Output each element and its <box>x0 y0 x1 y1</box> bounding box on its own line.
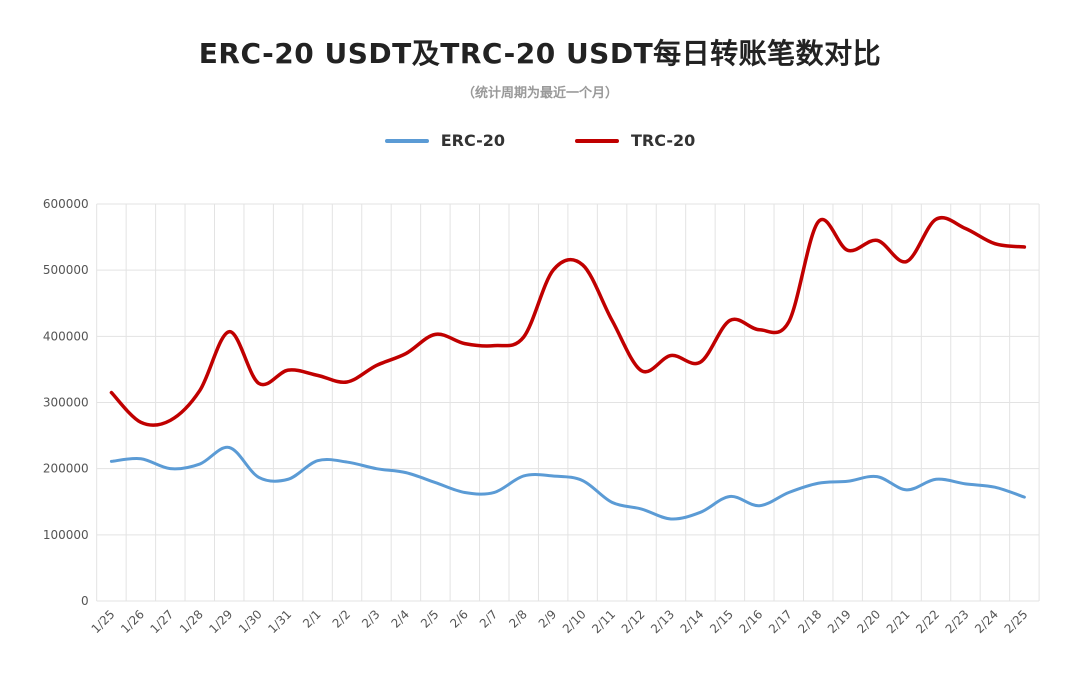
x-tick-label: 1/29 <box>206 607 235 636</box>
legend-item-erc20: ERC-20 <box>384 131 505 150</box>
x-tick-label: 2/13 <box>648 607 677 636</box>
x-tick-label: 2/23 <box>943 607 972 636</box>
x-tick-label: 2/3 <box>359 607 383 631</box>
x-tick-label: 2/7 <box>477 607 501 631</box>
legend: ERC-20 TRC-20 <box>0 131 1080 150</box>
x-tick-label: 2/22 <box>913 607 942 636</box>
chart-title: ERC-20 USDT及TRC-20 USDT每日转账笔数对比 <box>198 37 882 70</box>
x-tick-label: 2/19 <box>825 607 854 636</box>
x-tick-label: 1/26 <box>118 607 147 636</box>
x-tick-label: 2/15 <box>707 607 736 636</box>
x-tick-label: 2/1 <box>300 607 324 631</box>
series-line-erc-20 <box>109 445 1026 521</box>
legend-swatch-trc20 <box>575 138 619 143</box>
x-tick-label: 2/20 <box>854 607 883 636</box>
x-tick-label: 2/16 <box>736 607 765 636</box>
x-tick-label: 2/21 <box>884 607 913 636</box>
y-tick-label: 400000 <box>43 329 89 343</box>
y-tick-label: 600000 <box>43 197 89 211</box>
legend-label-erc20: ERC-20 <box>440 131 505 150</box>
x-tick-label: 2/25 <box>1002 607 1031 636</box>
legend-swatch-erc20 <box>384 138 429 143</box>
x-tick-label: 2/18 <box>795 607 824 636</box>
y-tick-label: 0 <box>81 594 89 608</box>
x-tick-label: 2/5 <box>418 607 442 631</box>
x-tick-label: 2/12 <box>619 607 648 636</box>
x-tick-label: 1/28 <box>177 607 206 636</box>
x-tick-label: 2/14 <box>678 607 707 636</box>
x-tick-label: 2/9 <box>536 607 560 631</box>
x-tick-label: 2/6 <box>447 607 471 631</box>
x-tick-label: 2/2 <box>330 607 354 631</box>
chart-subtitle: （统计周期为最近一个月） <box>461 86 618 101</box>
x-tick-label: 2/11 <box>589 607 618 636</box>
y-tick-label: 200000 <box>43 462 89 476</box>
x-tick-label: 1/25 <box>89 607 118 636</box>
legend-label-trc20: TRC-20 <box>631 131 696 150</box>
x-tick-label: 2/17 <box>766 607 795 636</box>
legend-item-trc20: TRC-20 <box>575 131 695 150</box>
x-tick-label: 2/24 <box>972 607 1001 636</box>
x-tick-label: 2/4 <box>388 607 412 631</box>
y-tick-label: 300000 <box>43 396 89 410</box>
x-tick-label: 2/10 <box>560 607 589 636</box>
x-tick-label: 1/30 <box>236 607 265 636</box>
x-tick-label: 1/31 <box>265 607 294 636</box>
x-tick-label: 1/27 <box>147 607 176 636</box>
y-tick-label: 500000 <box>43 263 89 277</box>
x-tick-label: 2/8 <box>506 607 530 631</box>
y-tick-label: 100000 <box>43 528 89 542</box>
